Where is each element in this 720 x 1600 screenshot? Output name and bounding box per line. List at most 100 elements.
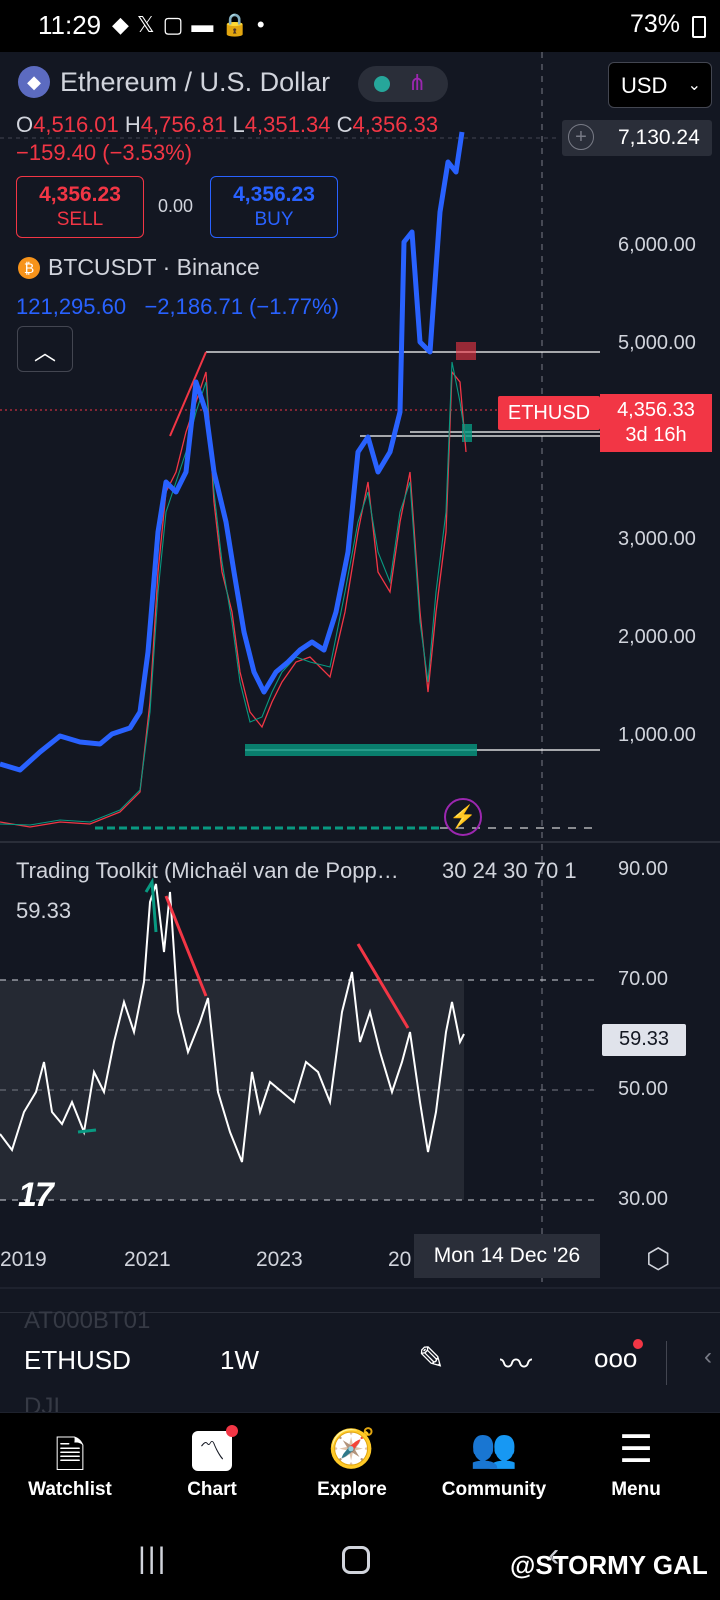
ethereum-icon: ◆	[18, 66, 50, 98]
symbol-button[interactable]: ETHUSD	[24, 1345, 131, 1375]
price-change: −159.40 (−3.53%)	[16, 140, 193, 165]
rsi-os-highlight	[77, 1128, 97, 1134]
chart-icon: 〽	[152, 1425, 272, 1475]
notification-dot	[633, 1339, 644, 1349]
compare-symbol-text: BTCUSDT · Binance	[48, 254, 260, 280]
chevron-up-icon: ︿	[33, 340, 56, 365]
ohlc-legend: O4,516.01 H4,756.81 L4,351.34 C4,356.33	[16, 112, 438, 138]
crosshair-price-tag: + 7,130.24	[562, 120, 712, 156]
tradingview-logo: 17	[18, 1176, 54, 1214]
nav-chart[interactable]: 〽 Chart	[152, 1425, 272, 1501]
time-axis-label: 2019	[0, 1248, 47, 1271]
collapse-legend-button[interactable]: ︿	[17, 326, 73, 372]
symbol-price-tag: ETHUSD	[498, 396, 600, 430]
current-price: 4,356.33	[617, 399, 695, 421]
chevron-left-icon[interactable]: ‹	[704, 1343, 712, 1370]
indicator-title[interactable]: Trading Toolkit (Michaël van de Popp…	[16, 858, 399, 883]
rsi-divergence-1	[164, 895, 208, 997]
rsi-current-tag: 59.33	[602, 1024, 686, 1056]
low-label: L	[232, 112, 245, 137]
symbol-title[interactable]: ◆ Ethereum / U.S. Dollar	[18, 66, 330, 98]
indicators-icon[interactable]: 〰	[500, 1346, 533, 1382]
sell-button[interactable]: 4,356.23 SELL	[16, 176, 144, 238]
status-pill[interactable]: ⋔	[358, 66, 448, 102]
compare-change: −2,186.71 (−1.77%)	[144, 294, 339, 319]
nav-menu[interactable]: ☰ Menu	[576, 1427, 696, 1501]
trendline	[169, 351, 207, 437]
close-label: C	[336, 112, 353, 137]
bar-countdown: 3d 16h	[625, 424, 687, 446]
chart-toolbar: AT000BT01 ETHUSD 1W ✎ 〰 ooo ‹ DJI	[0, 1307, 720, 1420]
support-zone	[245, 744, 477, 756]
open-value: 4,516.01	[33, 112, 119, 137]
status-icons: ◆𝕏▢▬🔒•	[112, 12, 273, 37]
indicator-params: 30 24 30 70 1	[442, 858, 577, 883]
system-navigation: ||| ‹	[0, 1524, 720, 1600]
rsi-ob-highlight	[144, 877, 158, 933]
chart-canvas[interactable]	[0, 52, 720, 1312]
supply-box	[456, 342, 476, 360]
crosshair-price: 7,130.24	[618, 126, 700, 149]
add-alert-icon[interactable]: +	[568, 124, 594, 150]
open-label: O	[16, 112, 34, 137]
community-icon: 👥	[470, 1428, 518, 1470]
home-button[interactable]	[342, 1546, 370, 1574]
high-label: H	[124, 112, 141, 137]
currency-select[interactable]: USD ⌄	[608, 62, 712, 108]
bottom-navigation: 🗎 Watchlist 〽 Chart 🧭 Explore 👥 Communit…	[0, 1412, 720, 1524]
lightning-icon[interactable]: ⚡	[444, 798, 482, 836]
btc-compare-line	[0, 131, 465, 773]
rsi-axis-label: 90.00	[618, 858, 669, 880]
sell-price: 4,356.23	[39, 183, 121, 206]
spread-value: 0.00	[158, 196, 194, 216]
price-axis-label: 1,000.00	[618, 724, 696, 746]
more-options-icon[interactable]: ooo	[594, 1339, 644, 1374]
ethusd-candles-down	[0, 370, 467, 828]
chart-area[interactable]: ◆ Ethereum / U.S. Dollar ⋔ USD ⌄ O4,516.…	[0, 52, 720, 1312]
recents-button[interactable]: |||	[138, 1542, 168, 1575]
rsi-divergence-2	[356, 943, 410, 1029]
compare-symbol[interactable]: ₿ BTCUSDT · Binance	[18, 254, 260, 281]
ethusd-candles-up	[0, 361, 467, 826]
battery-level: 73%	[629, 10, 680, 38]
buy-button[interactable]: 4,356.23 BUY	[210, 176, 338, 238]
sell-label: SELL	[56, 209, 104, 230]
back-button[interactable]: ‹	[548, 1536, 560, 1574]
compass-icon: 🧭	[328, 1428, 376, 1470]
price-axis-label: 3,000.00	[618, 528, 696, 550]
menu-icon: ☰	[618, 1429, 654, 1471]
nav-label: Explore	[317, 1479, 387, 1500]
share-icon[interactable]: ⋔	[408, 70, 427, 95]
nav-label: Watchlist	[28, 1479, 112, 1500]
status-bar: 11:29 ◆𝕏▢▬🔒• 73%	[0, 0, 720, 52]
battery-icon	[692, 16, 706, 38]
chevron-down-icon: ⌄	[687, 77, 701, 94]
symbol-title-text: Ethereum / U.S. Dollar	[60, 66, 331, 97]
chart-settings-icon[interactable]: ⬡	[646, 1243, 671, 1274]
rsi-axis-label: 50.00	[618, 1078, 669, 1100]
buy-label: BUY	[254, 209, 294, 230]
toolbar-divider	[666, 1341, 667, 1385]
high-value: 4,756.81	[140, 112, 227, 137]
bitcoin-icon: ₿	[18, 256, 40, 279]
demand-box	[462, 424, 472, 442]
ghost-symbol-top: AT000BT01	[24, 1307, 151, 1334]
rsi-axis-label: 30.00	[618, 1188, 669, 1210]
nav-community[interactable]: 👥 Community	[434, 1427, 554, 1501]
crosshair-date-tag: Mon 14 Dec '26	[414, 1234, 600, 1278]
time-axis-label: 20	[388, 1248, 412, 1271]
indicator-value: 59.33	[16, 898, 72, 923]
price-axis-label: 2,000.00	[618, 626, 696, 648]
nav-watchlist[interactable]: 🗎 Watchlist	[10, 1427, 130, 1501]
nav-explore[interactable]: 🧭 Explore	[292, 1427, 412, 1501]
market-open-icon	[374, 76, 390, 92]
timeframe-button[interactable]: 1W	[220, 1345, 259, 1375]
buy-price: 4,356.23	[233, 183, 315, 206]
status-time: 11:29	[38, 10, 102, 40]
watermark: @STORMY GAL	[510, 1550, 708, 1580]
nav-label: Menu	[611, 1479, 661, 1500]
drawing-tools-icon[interactable]: ✎	[418, 1340, 445, 1376]
current-price-tag: 4,356.33 3d 16h	[600, 394, 712, 452]
nav-label: Chart	[187, 1479, 237, 1500]
watchlist-icon: 🗎	[54, 1435, 86, 1477]
